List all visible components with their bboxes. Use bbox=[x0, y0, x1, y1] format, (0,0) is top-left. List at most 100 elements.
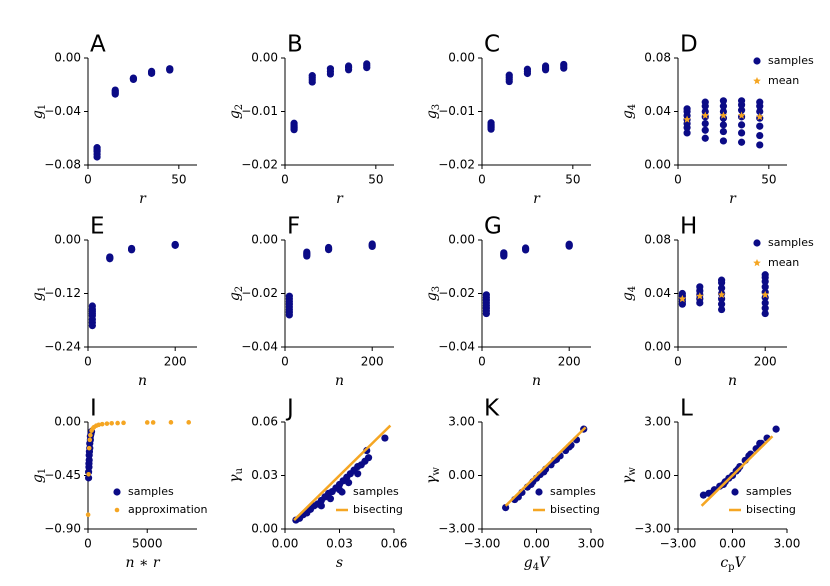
panel-label: I bbox=[90, 396, 97, 422]
panel-label: B bbox=[287, 32, 303, 58]
point bbox=[171, 241, 179, 249]
x-tick-label: 0 bbox=[478, 355, 486, 369]
label-main: n ∗ r bbox=[125, 555, 160, 571]
y-tick-label: 3.00 bbox=[448, 415, 475, 429]
point bbox=[719, 127, 728, 136]
legend-marker bbox=[535, 488, 543, 496]
mean-marker bbox=[761, 290, 769, 299]
point bbox=[737, 97, 746, 105]
x-tick-label: 50 bbox=[761, 173, 776, 187]
label-sub: 4 bbox=[627, 286, 638, 292]
axis-label: g4V bbox=[524, 555, 551, 573]
label-sub: u bbox=[234, 468, 245, 475]
point bbox=[290, 126, 298, 134]
x-tick-label: 0 bbox=[84, 355, 92, 369]
label-main: r bbox=[533, 191, 541, 207]
x-tick-label: 200 bbox=[754, 355, 777, 369]
point bbox=[106, 255, 114, 263]
label-main: c bbox=[720, 555, 728, 571]
point bbox=[560, 64, 568, 72]
point bbox=[166, 66, 174, 74]
label-main: n bbox=[728, 373, 737, 389]
bisecting-line bbox=[293, 424, 392, 521]
y-tick-label: −0.90 bbox=[44, 522, 81, 536]
y-tick-label: 0.06 bbox=[251, 415, 278, 429]
label-main: g bbox=[620, 292, 636, 301]
y-tick-label: −0.02 bbox=[241, 158, 278, 172]
label-sub: 1 bbox=[37, 104, 48, 110]
label-main: g bbox=[424, 292, 440, 301]
axis-label: g3 bbox=[424, 104, 442, 119]
x-tick-label: 0 bbox=[674, 355, 682, 369]
point bbox=[144, 420, 150, 425]
label-main: g bbox=[620, 110, 636, 119]
axis-label: g1 bbox=[30, 104, 48, 119]
point bbox=[772, 425, 780, 433]
x-tick-label: 0 bbox=[281, 173, 289, 187]
bisecting-line bbox=[700, 435, 774, 507]
point bbox=[84, 474, 93, 482]
label-sub: 2 bbox=[234, 104, 245, 110]
x-tick-label: 0.00 bbox=[272, 537, 299, 551]
point bbox=[88, 322, 96, 330]
x-tick-label: 5000 bbox=[132, 537, 163, 551]
point bbox=[326, 495, 335, 503]
point bbox=[761, 304, 769, 312]
y-tick-label: −0.24 bbox=[44, 340, 81, 354]
point bbox=[761, 309, 769, 318]
y-tick-label: 0.00 bbox=[54, 233, 81, 247]
y-tick-label: 0.00 bbox=[251, 522, 278, 536]
label-sub: 1 bbox=[37, 468, 48, 474]
legend-label: samples bbox=[128, 485, 174, 498]
point bbox=[325, 246, 333, 254]
panel-label: G bbox=[484, 214, 502, 240]
point bbox=[109, 421, 114, 426]
mean-marker bbox=[683, 115, 691, 123]
point bbox=[718, 305, 726, 314]
point bbox=[505, 77, 513, 86]
y-tick-label: −0.45 bbox=[44, 468, 81, 482]
point bbox=[364, 454, 373, 462]
axis-label: r bbox=[139, 191, 147, 207]
point bbox=[701, 107, 709, 116]
point bbox=[541, 66, 550, 74]
y-tick-label: −0.01 bbox=[241, 104, 278, 118]
y-tick-label: 0.00 bbox=[644, 158, 671, 172]
point bbox=[150, 420, 156, 425]
point bbox=[701, 126, 709, 134]
point bbox=[354, 470, 362, 478]
panel-label: J bbox=[285, 396, 294, 422]
axis-label: γw bbox=[620, 467, 638, 484]
point bbox=[756, 131, 764, 140]
point bbox=[699, 491, 708, 499]
x-tick-label: 50 bbox=[368, 173, 383, 187]
point bbox=[719, 114, 728, 122]
legend-marker bbox=[753, 259, 761, 267]
label-main: g bbox=[30, 110, 46, 119]
point bbox=[308, 78, 316, 86]
axis-label: g4 bbox=[620, 286, 638, 301]
point bbox=[718, 276, 726, 284]
legend-label: bisecting bbox=[353, 503, 403, 516]
point bbox=[285, 311, 293, 319]
point bbox=[85, 512, 91, 518]
axis-label: γu bbox=[227, 468, 245, 483]
point bbox=[99, 421, 105, 427]
mean-marker bbox=[696, 292, 704, 300]
legend-marker bbox=[113, 488, 121, 496]
point bbox=[737, 138, 746, 146]
point bbox=[756, 439, 764, 447]
point bbox=[344, 479, 353, 487]
label-main: γ bbox=[227, 474, 243, 483]
point bbox=[121, 420, 126, 426]
label-sub: p bbox=[728, 562, 734, 573]
y-tick-label: −0.08 bbox=[44, 158, 81, 172]
axis-label: r bbox=[729, 191, 737, 207]
panel-label: C bbox=[484, 32, 500, 58]
y-tick-label: −0.02 bbox=[241, 286, 278, 300]
label-main: s bbox=[336, 555, 343, 571]
y-tick-label: 0.08 bbox=[644, 233, 671, 247]
x-tick-label: 0 bbox=[478, 173, 486, 187]
point bbox=[761, 271, 769, 279]
legend-label: approximation bbox=[128, 503, 207, 516]
